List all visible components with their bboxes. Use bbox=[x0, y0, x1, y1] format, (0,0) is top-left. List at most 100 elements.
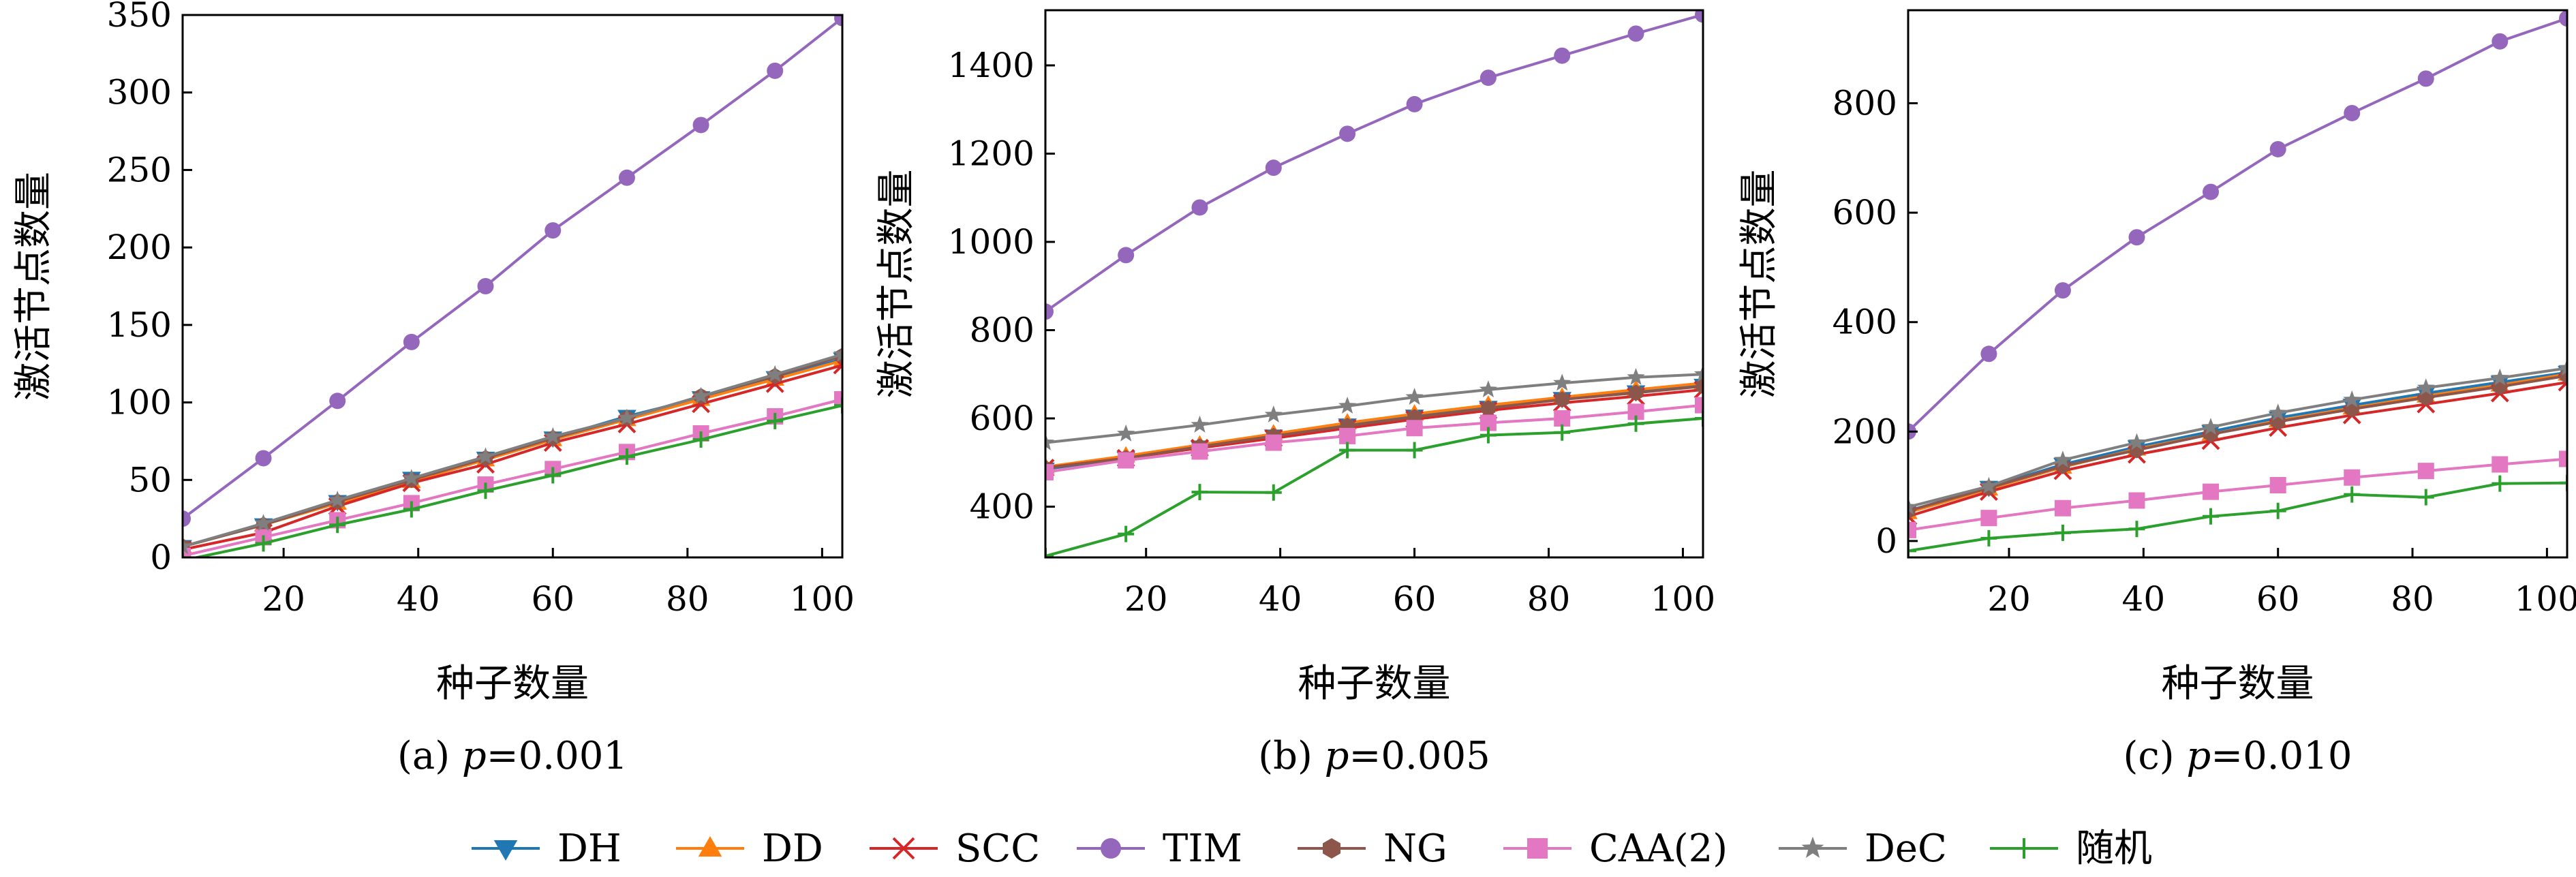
data-point bbox=[1627, 415, 1644, 432]
legend-label: DH bbox=[557, 827, 622, 871]
data-point bbox=[1695, 397, 1703, 414]
y-tick-label: 50 bbox=[128, 460, 172, 499]
data-point bbox=[1338, 397, 1357, 414]
data-point bbox=[1118, 247, 1135, 264]
series-line-1 bbox=[1908, 373, 2567, 514]
data-point bbox=[1406, 442, 1423, 459]
series-line-6 bbox=[1045, 373, 1703, 444]
data-point bbox=[1405, 388, 1424, 405]
data-point bbox=[1553, 373, 1571, 391]
series-line-1 bbox=[1045, 382, 1703, 469]
data-point bbox=[1118, 525, 1135, 542]
data-point bbox=[1629, 384, 1643, 401]
x-tick-label: 20 bbox=[262, 579, 305, 619]
data-point bbox=[2054, 524, 2071, 541]
data-point bbox=[1693, 365, 1703, 382]
series-line-7 bbox=[1908, 481, 2567, 553]
data-point bbox=[1695, 410, 1703, 427]
data-point bbox=[545, 467, 562, 484]
chart-panel-b: 20 40 60 80 100 400 600 800 1000 1200 1400 种子数量 激活节点… bbox=[874, 9, 1715, 778]
y-tick-label: 300 bbox=[107, 73, 172, 112]
data-point bbox=[2417, 489, 2434, 506]
data-point bbox=[692, 117, 709, 134]
y-tick-label: 800 bbox=[1833, 84, 1897, 123]
legend-item: TIM bbox=[1077, 827, 1242, 871]
legend-marker bbox=[1527, 838, 1548, 859]
data-point bbox=[2054, 282, 2071, 299]
data-point bbox=[2201, 418, 2220, 435]
data-point bbox=[1406, 420, 1423, 437]
legend-item: DD bbox=[676, 827, 823, 871]
data-point bbox=[1265, 434, 1282, 451]
plot-frame bbox=[1044, 9, 1704, 559]
data-point bbox=[2269, 477, 2286, 494]
series-group bbox=[183, 15, 842, 557]
series-line-3 bbox=[1045, 13, 1703, 313]
data-point bbox=[1481, 400, 1496, 417]
legend-item: NG bbox=[1298, 827, 1447, 871]
y-tick-label: 150 bbox=[107, 305, 172, 345]
data-point bbox=[2128, 229, 2145, 246]
series-line-6 bbox=[1908, 367, 2567, 509]
legend-label: DD bbox=[762, 827, 823, 871]
data-point bbox=[402, 469, 420, 487]
chart-panel-c: 20 40 60 80 100 0 200 400 600 800 种子数量 激活节点数量 (c) p=… bbox=[1737, 9, 2576, 778]
series-line-3 bbox=[183, 16, 842, 520]
legend-marker bbox=[2014, 838, 2034, 859]
data-point bbox=[1191, 415, 1209, 433]
data-point bbox=[1908, 521, 1916, 538]
y-tick-label: 400 bbox=[1833, 303, 1897, 342]
data-point bbox=[833, 345, 842, 363]
data-point bbox=[477, 278, 494, 294]
data-point bbox=[2417, 70, 2434, 87]
data-point bbox=[1554, 47, 1571, 64]
data-point bbox=[477, 482, 494, 499]
y-axis-title: 激活节点数量 bbox=[1737, 170, 1781, 399]
y-tick-label: 0 bbox=[150, 538, 172, 577]
data-point bbox=[2559, 10, 2567, 27]
series-line-4 bbox=[1045, 384, 1703, 470]
plot-frame bbox=[181, 14, 844, 559]
data-point bbox=[618, 448, 635, 465]
data-point bbox=[767, 412, 784, 429]
y-tick-label: 200 bbox=[1833, 412, 1897, 451]
x-tick-label: 60 bbox=[2256, 579, 2300, 619]
x-tick-label: 80 bbox=[666, 579, 709, 619]
series-line-5 bbox=[183, 398, 842, 557]
data-point bbox=[1627, 368, 1645, 385]
data-point bbox=[1479, 380, 1497, 398]
x-tick-label: 100 bbox=[2515, 579, 2576, 619]
data-point bbox=[2491, 368, 2509, 386]
data-point bbox=[2344, 486, 2361, 503]
data-point bbox=[2558, 358, 2567, 376]
data-point bbox=[544, 427, 562, 444]
legend-item: DeC bbox=[1779, 827, 1947, 871]
x-tick-label: 40 bbox=[1259, 579, 1302, 619]
y-tick-label: 200 bbox=[107, 228, 172, 267]
legend-item: SCC bbox=[870, 827, 1040, 871]
data-point bbox=[1980, 476, 1998, 494]
data-point bbox=[2491, 33, 2509, 50]
panel-caption: (c) p=0.010 bbox=[2123, 734, 2352, 778]
legend-label: SCC bbox=[955, 827, 1040, 871]
data-point bbox=[1191, 199, 1208, 216]
data-point bbox=[1117, 424, 1135, 442]
data-point bbox=[2491, 456, 2509, 473]
x-axis-title: 种子数量 bbox=[436, 662, 589, 706]
data-point bbox=[1045, 303, 1054, 320]
data-point bbox=[403, 501, 420, 518]
data-point bbox=[1627, 25, 1644, 42]
data-point bbox=[2344, 469, 2361, 486]
y-tick-label: 0 bbox=[1875, 521, 1897, 561]
data-point bbox=[183, 537, 192, 555]
data-point bbox=[329, 393, 346, 410]
legend-marker bbox=[892, 837, 915, 860]
data-point bbox=[1980, 345, 1997, 363]
data-point bbox=[834, 391, 842, 408]
data-point bbox=[1554, 410, 1571, 427]
x-axis-title: 种子数量 bbox=[1298, 662, 1451, 706]
data-point bbox=[692, 386, 710, 404]
series-line-7 bbox=[190, 404, 842, 557]
series-line-4 bbox=[1908, 374, 2567, 512]
